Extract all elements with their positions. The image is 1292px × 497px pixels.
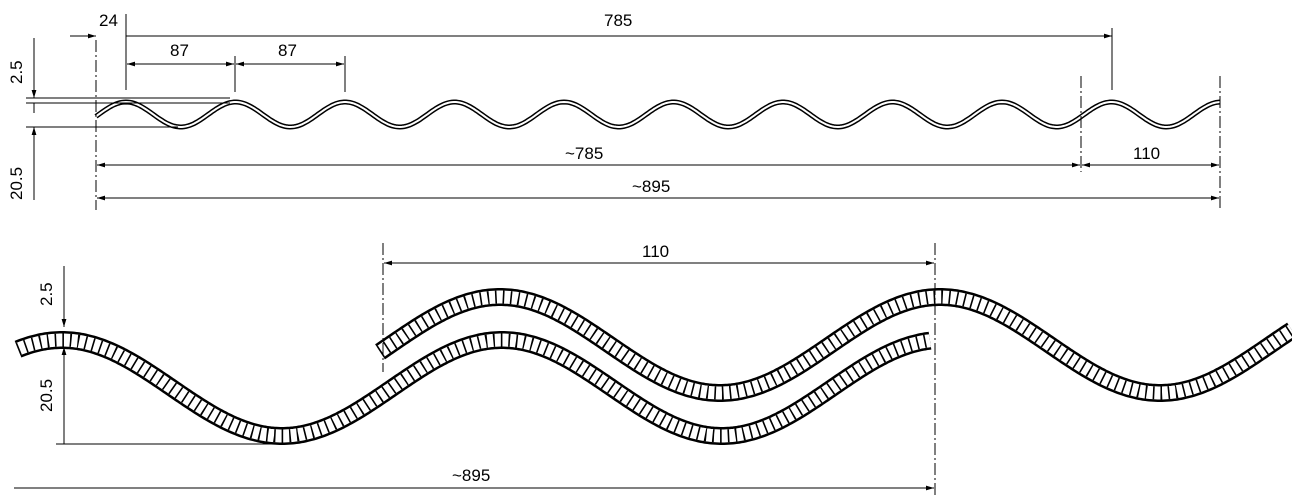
dim-start-offset: 24 [70,11,127,90]
detail-sheet-lower [14,331,932,445]
dim-thickness-top-label: 2.5 [7,60,26,84]
dim-overall-top-label: 785 [604,11,632,30]
dim-pitch-2-label: 87 [278,41,297,60]
dim-total-width-top-label: ~895 [632,177,670,196]
dim-thickness-top: 2.5 [7,38,230,113]
dim-pitch-1: 87 [127,41,236,92]
dim-overlap-detail-label: 110 [642,242,669,261]
dim-total-width-detail-label: ~895 [452,466,490,485]
top-view: 24 785 87 87 2.5 [7,11,1221,210]
detail-sheet-upper [375,288,1292,402]
dim-thickness-detail-label: 2.5 [37,282,56,306]
dim-overlap-top-label: 110 [1133,144,1160,163]
dim-height-top: 20.5 [7,126,178,200]
dim-cover-width: ~785 [97,144,1080,168]
dim-total-width-detail: ~895 [14,466,934,491]
top-sheet-profile [94,99,1221,130]
dim-pitch-2: 87 [236,41,346,92]
dim-start-offset-label: 24 [99,11,118,30]
dim-overlap-top: 110 [1082,144,1219,168]
dim-height-detail: 20.5 [37,347,280,445]
dim-thickness-detail: 2.5 [37,266,67,327]
dim-height-detail-label: 20.5 [37,379,56,412]
dim-overlap-detail: 110 [384,242,934,266]
dim-total-width-top: ~895 [97,177,1219,201]
dim-pitch-1-label: 87 [170,41,189,60]
detail-view: 110 2.5 20.5 ~895 [14,242,1292,497]
dim-overall-top: 785 [126,11,1113,90]
dim-cover-width-label: ~785 [565,144,603,163]
dim-height-top-label: 20.5 [7,167,26,200]
